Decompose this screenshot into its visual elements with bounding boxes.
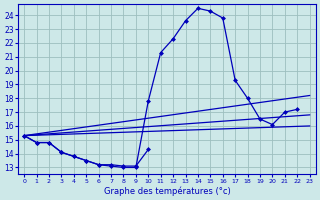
X-axis label: Graphe des températures (°c): Graphe des températures (°c) — [104, 186, 230, 196]
